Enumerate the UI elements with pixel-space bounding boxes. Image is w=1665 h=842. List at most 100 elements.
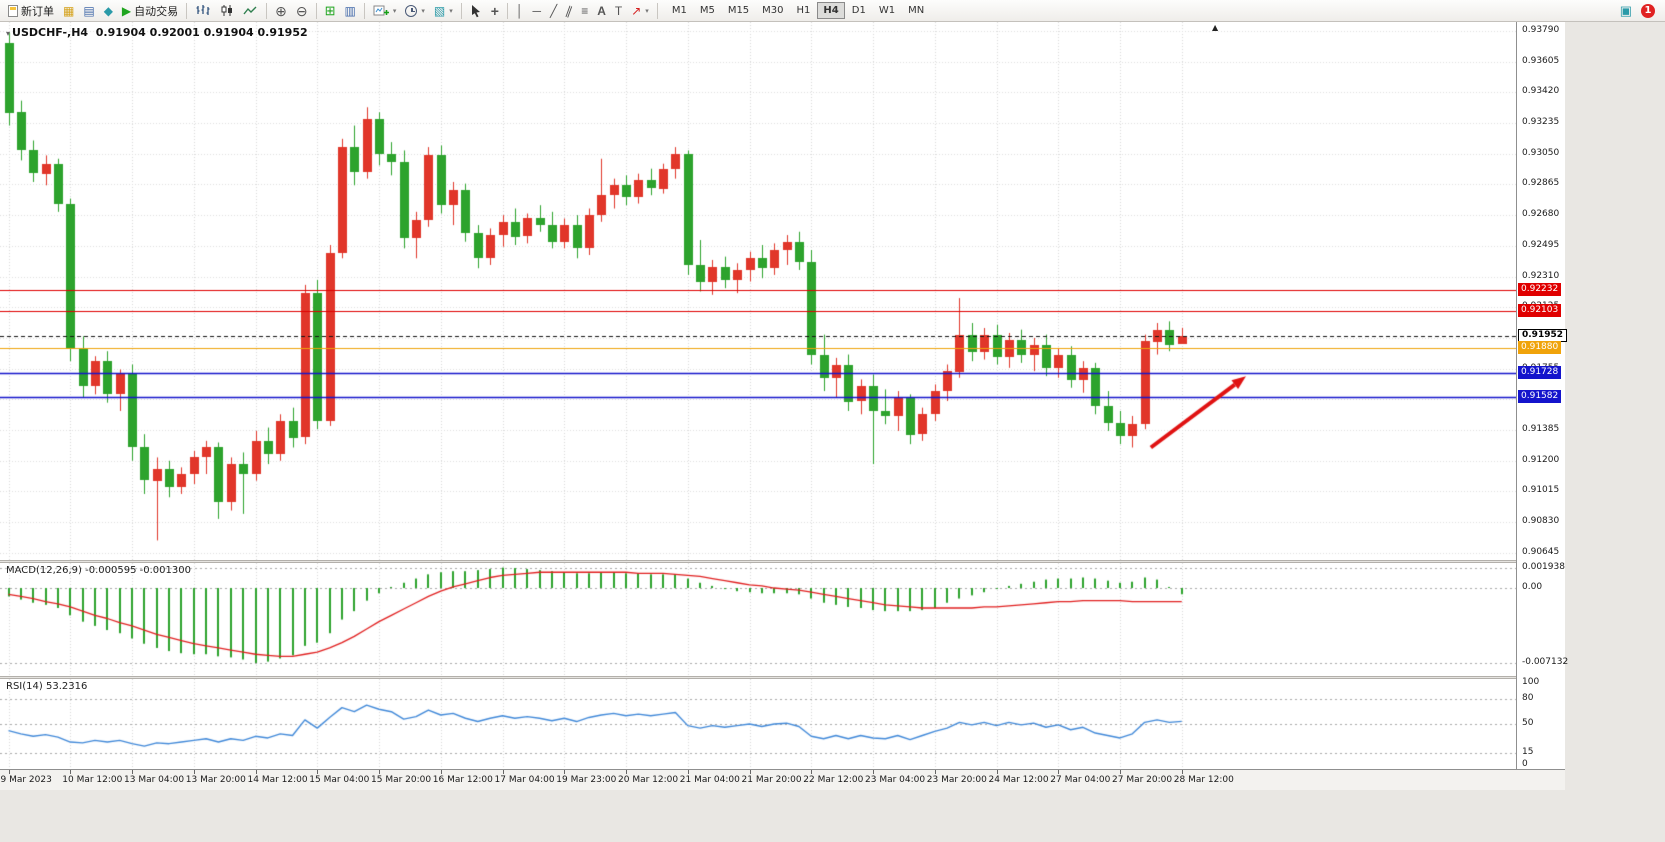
arrange-windows-icon: ▥: [344, 3, 356, 18]
messages-button[interactable]: ▣: [1616, 1, 1636, 20]
timeframe-button-h1[interactable]: H1: [796, 5, 811, 16]
macd-scale-label: 0.00: [1522, 582, 1543, 593]
horizontal-line-button[interactable]: ─: [528, 1, 545, 20]
trendline-button[interactable]: ╱: [546, 1, 561, 20]
line-chart-icon: [243, 6, 257, 14]
text-tool-button[interactable]: A: [593, 1, 610, 20]
macd-panel[interactable]: [0, 563, 1516, 676]
zoom-out-icon: ⊖: [295, 2, 308, 19]
price-axis[interactable]: 0.93790 0.93605 0.93420 0.93235 0.93050 0.928…: [1516, 22, 1568, 769]
rsi-scale-label: 100: [1522, 677, 1540, 687]
toolbar-separator: [186, 2, 188, 19]
data-window-icon: ▤: [83, 3, 95, 18]
template-button[interactable]: ▧ ▾: [430, 1, 457, 20]
autotrade-button[interactable]: ▶ 自动交易: [118, 1, 182, 20]
arrows-tool-button[interactable]: ↗ ▾: [627, 1, 653, 20]
date-tick-mark: [626, 770, 627, 774]
navigator-button[interactable]: ◆: [100, 1, 117, 20]
date-tick-label: 21 Mar 04:00: [679, 775, 740, 785]
date-tick-label: 16 Mar 12:00: [432, 775, 493, 785]
date-tick-label: 22 Mar 12:00: [803, 775, 864, 785]
date-axis[interactable]: 9 Mar 2023 10 Mar 12:00 13 Mar 04:00 13 Mar…: [0, 769, 1565, 790]
rsi-scale-label: 80: [1522, 693, 1534, 704]
periods-button[interactable]: ▾: [401, 1, 429, 20]
price-tick-label: 0.91015: [1522, 485, 1560, 496]
arrange-windows-button[interactable]: ▥: [341, 1, 360, 20]
dropdown-caret-icon: ▾: [421, 7, 425, 15]
horizontal-line-icon: ─: [532, 3, 541, 18]
chart-ohlc: 0.91904 0.92001 0.91904 0.91952: [95, 26, 308, 39]
label-tool-icon: T: [614, 3, 623, 18]
bars-chart-button[interactable]: [191, 1, 215, 20]
rsi-panel[interactable]: [0, 679, 1516, 769]
zoom-in-icon: ⊕: [275, 2, 287, 19]
price-tick-label: 0.93235: [1522, 117, 1560, 128]
date-tick-label: 20 Mar 12:00: [618, 775, 679, 785]
date-tick-label: 27 Mar 20:00: [1112, 775, 1173, 785]
date-tick-label: 23 Mar 20:00: [926, 775, 987, 785]
candles-chart-button[interactable]: [216, 1, 238, 20]
new-chart-icon: [373, 5, 389, 16]
date-tick-mark: [503, 770, 504, 774]
timeframe-button-mn[interactable]: MN: [908, 5, 925, 16]
timeframe-button-d1[interactable]: D1: [851, 5, 866, 16]
autotrade-play-icon: ▶: [121, 3, 132, 18]
date-tick-mark: [317, 770, 318, 774]
dropdown-caret-icon: ▾: [392, 7, 397, 15]
timeframe-button-m5[interactable]: M5: [699, 5, 715, 16]
crosshair-button[interactable]: +: [487, 1, 503, 20]
bars-chart-icon: [196, 5, 210, 15]
main-toolbar: 新订单 ▦ ▤ ◆ ▶ 自动交易 ⊕ ⊖ ⊞ ▥ ▾ ▾: [0, 0, 1665, 22]
toolbar-separator: [315, 2, 317, 19]
timeframe-button-w1[interactable]: W1: [878, 5, 896, 16]
notifications-badge[interactable]: 1: [1641, 3, 1655, 18]
price-tick-label: 0.93605: [1522, 55, 1560, 66]
zoom-out-button[interactable]: ⊖: [292, 1, 312, 20]
rsi-label: RSI(14) 53.2316: [6, 681, 87, 692]
new-order-button[interactable]: 新订单: [4, 1, 58, 20]
channel-button[interactable]: ∥: [562, 1, 576, 20]
timeframe-button-m30[interactable]: M30: [762, 5, 784, 16]
new-order-label: 新订单: [21, 5, 54, 18]
date-tick-label: 19 Mar 23:00: [556, 775, 617, 785]
cursor-button[interactable]: [466, 1, 486, 20]
timeframe-button-h4[interactable]: H4: [817, 2, 845, 19]
timeframe-button-m1[interactable]: M1: [671, 5, 687, 16]
line-chart-button[interactable]: [239, 1, 262, 20]
date-tick-mark: [997, 770, 998, 774]
date-tick-mark: [441, 770, 442, 774]
price-chart[interactable]: [0, 22, 1516, 560]
price-tick-label: 0.92680: [1522, 209, 1560, 220]
fibonacci-button[interactable]: ≡: [577, 1, 592, 20]
rsi-name: RSI(14): [6, 681, 43, 692]
cursor-icon: [471, 4, 480, 17]
timeframe-button-m15[interactable]: M15: [727, 5, 750, 16]
price-tick-label: 0.92495: [1522, 239, 1560, 250]
price-tick-label: 0.91200: [1522, 454, 1560, 465]
date-tick-label: 10 Mar 12:00: [62, 775, 123, 785]
autotrade-label: 自动交易: [134, 5, 179, 18]
navigator-icon: ◆: [103, 3, 113, 18]
channel-icon: ∥: [563, 2, 575, 19]
market-watch-button[interactable]: ▦: [59, 1, 78, 20]
date-tick-mark: [1182, 770, 1183, 774]
rsi-scale-label: 0: [1522, 759, 1528, 769]
price-tick-label: 0.92310: [1522, 270, 1560, 281]
tile-windows-button[interactable]: ⊞: [321, 1, 340, 20]
label-tool-button[interactable]: T: [611, 1, 626, 20]
vertical-line-icon: │: [515, 3, 524, 18]
data-window-button[interactable]: ▤: [79, 1, 98, 20]
panel-splitter[interactable]: [0, 676, 1565, 679]
panel-splitter[interactable]: [0, 560, 1565, 563]
symbol-dropdown-icon: ▾: [6, 29, 11, 38]
date-tick-mark: [935, 770, 936, 774]
zoom-in-button[interactable]: ⊕: [271, 1, 291, 20]
date-tick-mark: [70, 770, 71, 774]
trendline-icon: ╱: [549, 3, 558, 18]
date-tick-mark: [750, 770, 751, 774]
vertical-line-button[interactable]: │: [512, 1, 528, 20]
candles-chart-icon: [221, 5, 233, 16]
new-order-icon: [8, 4, 18, 17]
chart-shift-marker[interactable]: ▲: [1212, 23, 1219, 32]
new-chart-button[interactable]: ▾: [369, 1, 401, 20]
